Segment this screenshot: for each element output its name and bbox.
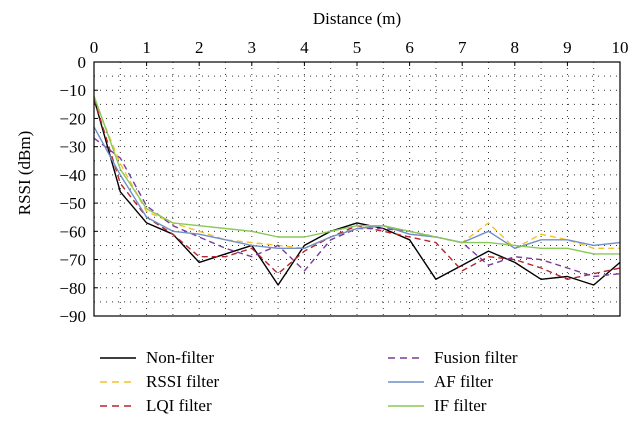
x-tick-label: 8 bbox=[511, 38, 520, 57]
y-tick-label: −10 bbox=[59, 81, 86, 100]
x-tick-label: 5 bbox=[353, 38, 362, 57]
legend: Non-filter RSSI filter LQI filter Fusion fi… bbox=[100, 348, 518, 415]
legend-label-if-filter: IF filter bbox=[434, 396, 487, 415]
x-tick-label: 3 bbox=[248, 38, 257, 57]
series-lines bbox=[93, 95, 621, 286]
y-tick-label: −80 bbox=[59, 279, 86, 298]
y-tick-label: −70 bbox=[59, 251, 86, 270]
legend-label-fusion-filter: Fusion filter bbox=[434, 348, 518, 367]
y-tick-label: 0 bbox=[78, 53, 87, 72]
legend-label-rssi-filter: RSSI filter bbox=[146, 372, 220, 391]
y-tick-label: −60 bbox=[59, 222, 86, 241]
series-line-non-filter bbox=[93, 98, 621, 286]
y-axis-title: RSSI (dBm) bbox=[15, 131, 34, 216]
x-tick-label: 10 bbox=[612, 38, 629, 57]
series-line-if-filter bbox=[93, 95, 620, 255]
y-tick-label: −30 bbox=[59, 138, 86, 157]
x-tick-label: 6 bbox=[405, 38, 414, 57]
x-tick-label: 2 bbox=[195, 38, 204, 57]
legend-label-lqi-filter: LQI filter bbox=[146, 396, 212, 415]
y-tick-label: −40 bbox=[59, 166, 86, 185]
series-line-fusion-filter bbox=[93, 137, 621, 278]
axis-ticks: 0 1 2 3 4 5 6 7 8 9 10 0 −10 −20 −30 −40 −50 −60 −70 −80 −90 bbox=[59, 38, 628, 326]
legend-label-non-filter: Non-filter bbox=[146, 348, 214, 367]
y-tick-label: −20 bbox=[59, 109, 86, 128]
x-tick-label: 7 bbox=[458, 38, 467, 57]
x-tick-label: 1 bbox=[142, 38, 151, 57]
grid bbox=[94, 62, 620, 316]
x-axis-title: Distance (m) bbox=[313, 9, 401, 28]
x-tick-label: 4 bbox=[300, 38, 309, 57]
series-line-af-filter bbox=[93, 126, 621, 250]
y-tick-label: −90 bbox=[59, 307, 86, 326]
x-tick-label: 9 bbox=[563, 38, 572, 57]
x-tick-label: 0 bbox=[90, 38, 99, 57]
legend-label-af-filter: AF filter bbox=[434, 372, 493, 391]
y-tick-label: −50 bbox=[59, 194, 86, 213]
